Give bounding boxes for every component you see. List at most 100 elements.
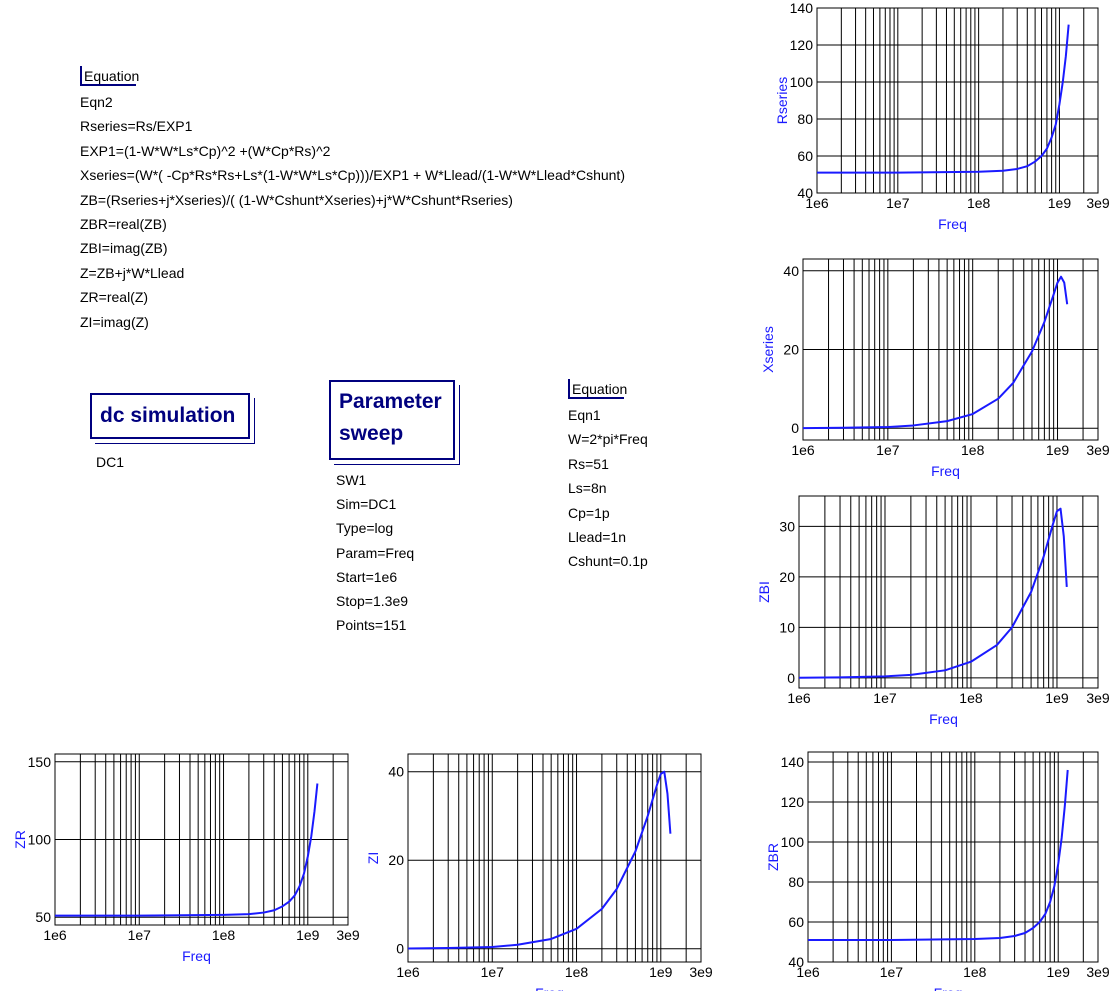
series-line bbox=[407, 770, 672, 950]
y-tick-label: 0 bbox=[791, 420, 799, 436]
equation-line: Cshunt=0.1p bbox=[568, 553, 648, 570]
x-tick-label: 1e6 bbox=[805, 195, 829, 211]
y-tick-label: 100 bbox=[790, 74, 814, 90]
parameter-sweep-props: SW1 Sim=DC1 Type=log Param=Freq Start=1e… bbox=[336, 468, 414, 637]
y-tick-label: 0 bbox=[787, 670, 795, 686]
y-axis-label: ZR bbox=[12, 830, 28, 849]
x-tick-label: 3e9 bbox=[1086, 690, 1110, 706]
chart-zbi[interactable]: 0 10 20 30 1e6 1e7 1e8 1e9 3e9 Freq ZBI bbox=[756, 495, 1110, 727]
y-tick-label: 0 bbox=[396, 941, 404, 957]
y-tick-label: 80 bbox=[797, 111, 813, 127]
y-axis-label: ZI bbox=[365, 852, 381, 864]
x-tick-label: 1e6 bbox=[396, 964, 420, 980]
chart-xseries[interactable]: 0 20 40 1e6 1e7 1e8 1e9 3e9 Freq Xseries bbox=[760, 258, 1110, 479]
parameter-sweep-block[interactable]: Parameter sweep bbox=[329, 380, 455, 460]
y-tick-label: 100 bbox=[28, 832, 52, 848]
plot-frame bbox=[407, 753, 702, 963]
x-axis-label: Freq bbox=[938, 216, 967, 232]
y-tick-label: 20 bbox=[783, 342, 799, 358]
equation-line: Rs=51 bbox=[568, 455, 609, 472]
x-tick-label: 1e8 bbox=[967, 195, 991, 211]
dc-simulation-props: DC1 bbox=[96, 450, 124, 474]
x-tick-label: 1e8 bbox=[959, 690, 983, 706]
chart-rseries[interactable]: 40 60 80 100 120 140 1e6 1e7 1e8 1e9 3e9 Freq Rserie… bbox=[774, 0, 1110, 232]
y-tick-label: 140 bbox=[781, 754, 805, 770]
series-line bbox=[55, 783, 319, 917]
y-tick-label: 10 bbox=[779, 619, 795, 635]
x-tick-label: 3e9 bbox=[1086, 442, 1110, 458]
chart-zr[interactable]: 50 100 150 1e6 1e7 1e8 1e9 3e9 Freq ZR bbox=[12, 753, 360, 964]
sweep-prop: Type=log bbox=[336, 520, 394, 537]
equation-line: Z=ZB+j*W*Llead bbox=[80, 264, 185, 281]
x-tick-label: 1e9 bbox=[649, 964, 673, 980]
component-name: DC1 bbox=[96, 454, 125, 470]
equation-line: ZB=(Rseries+j*Xseries)/( (1-W*Cshunt*Xse… bbox=[80, 191, 513, 208]
x-tick-label: 1e8 bbox=[961, 442, 985, 458]
y-tick-label: 100 bbox=[781, 834, 805, 850]
x-tick-label: 3e9 bbox=[1086, 964, 1110, 980]
sweep-prop: SW1 bbox=[336, 472, 367, 488]
equation-line: Eqn2 bbox=[80, 94, 113, 110]
y-tick-label: 40 bbox=[388, 764, 404, 780]
dc-simulation-block[interactable]: dc simulation bbox=[90, 393, 250, 439]
y-tick-label: 120 bbox=[790, 37, 814, 53]
plot-frame bbox=[802, 258, 1099, 441]
equation-line: EXP1=(1-W*W*Ls*Cp)^2 +(W*Cp*Rs)^2 bbox=[80, 142, 331, 159]
y-tick-label: 40 bbox=[783, 263, 799, 279]
x-tick-label: 1e8 bbox=[212, 927, 236, 943]
equation-block-eqn1[interactable]: Equation Eqn1 W=2*pi*Freq Rs=51 Ls=8n Cp… bbox=[568, 379, 648, 574]
series-line bbox=[798, 507, 1068, 679]
parameter-sweep-title-line1: Parameter bbox=[339, 390, 442, 413]
x-tick-label: 1e9 bbox=[1045, 690, 1069, 706]
equation-line: ZI=imag(Z) bbox=[80, 313, 149, 330]
equation-block-eqn2[interactable]: Equation Eqn2 Rseries=Rs/EXP1 EXP1=(1-W*… bbox=[80, 66, 625, 334]
y-axis-label: Rseries bbox=[774, 77, 790, 124]
x-tick-label: 1e7 bbox=[873, 690, 897, 706]
x-axis-label: Freq bbox=[931, 463, 960, 479]
x-tick-label: 1e9 bbox=[1047, 964, 1071, 980]
y-tick-label: 40 bbox=[797, 185, 813, 201]
y-tick-label: 150 bbox=[28, 754, 52, 770]
x-tick-label: 1e9 bbox=[1046, 442, 1070, 458]
equation-line: Cp=1p bbox=[568, 504, 610, 521]
plot-frame bbox=[807, 751, 1099, 963]
sweep-prop: Sim=DC1 bbox=[336, 496, 397, 513]
x-axis-label: Freq bbox=[934, 985, 963, 991]
equation-header: Equation bbox=[568, 379, 648, 399]
sweep-prop: Start=1e6 bbox=[336, 568, 398, 585]
parameter-sweep-title-line2: sweep bbox=[339, 422, 404, 445]
series-line bbox=[808, 769, 1069, 941]
y-tick-label: 20 bbox=[779, 569, 795, 585]
y-tick-label: 30 bbox=[779, 518, 795, 534]
sweep-prop: Points=151 bbox=[336, 617, 407, 634]
equation-line: Rseries=Rs/EXP1 bbox=[80, 118, 193, 135]
equation-line: W=2*pi*Freq bbox=[568, 431, 648, 448]
x-tick-label: 1e7 bbox=[128, 927, 152, 943]
x-tick-label: 1e7 bbox=[886, 195, 910, 211]
equation-line: Llead=1n bbox=[568, 529, 627, 546]
y-tick-label: 60 bbox=[797, 148, 813, 164]
plot-frame bbox=[54, 753, 349, 926]
x-tick-label: 1e7 bbox=[876, 442, 900, 458]
x-tick-label: 1e8 bbox=[963, 964, 987, 980]
series-line bbox=[802, 275, 1069, 430]
x-axis-label: Freq bbox=[535, 985, 564, 991]
equation-line: ZBR=real(ZB) bbox=[80, 216, 167, 233]
x-tick-label: 1e7 bbox=[880, 964, 904, 980]
chart-zbr[interactable]: 40 60 80 100 120 140 1e6 1e7 1e8 1e9 3e9 Freq ZBR bbox=[765, 751, 1110, 991]
dc-simulation-title: dc simulation bbox=[100, 404, 236, 427]
x-axis-label: Freq bbox=[182, 948, 211, 964]
x-axis-label: Freq bbox=[929, 711, 958, 727]
y-axis-label: ZBR bbox=[765, 843, 781, 871]
x-tick-label: 3e9 bbox=[336, 927, 360, 943]
y-tick-label: 140 bbox=[790, 0, 814, 16]
x-tick-label: 1e6 bbox=[43, 927, 67, 943]
x-tick-label: 1e7 bbox=[481, 964, 505, 980]
equation-line: ZR=real(Z) bbox=[80, 289, 149, 306]
x-tick-label: 3e9 bbox=[1086, 195, 1110, 211]
equation-line: Xseries=(W*( -Cp*Rs*Rs+Ls*(1-W*W*Ls*Cp))… bbox=[80, 167, 625, 184]
chart-zi[interactable]: 0 20 40 1e6 1e7 1e8 1e9 3e9 Freq ZI bbox=[365, 753, 713, 991]
equation-line: ZBI=imag(ZB) bbox=[80, 240, 168, 257]
x-tick-label: 1e6 bbox=[791, 442, 815, 458]
x-tick-label: 1e9 bbox=[296, 927, 320, 943]
